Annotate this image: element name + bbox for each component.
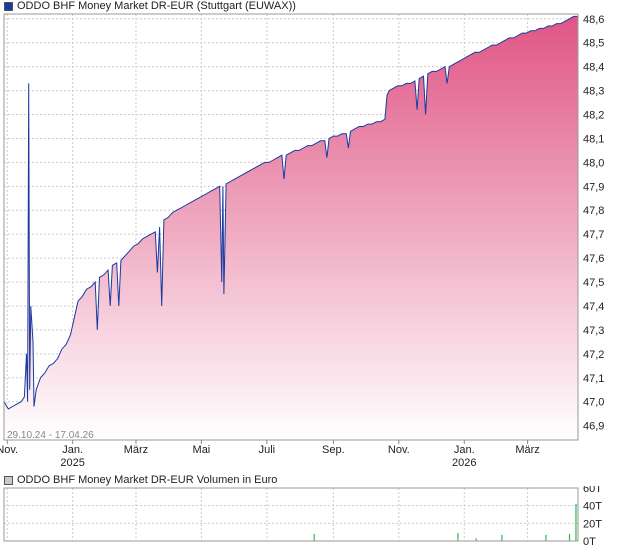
volume-y-tick-label: 20T [583, 518, 602, 530]
volume-y-tick-label: 60T [583, 486, 602, 495]
price-y-tick-label: 47,2 [583, 349, 604, 361]
price-x-tick-label: März [124, 444, 148, 456]
price-y-tick-label: 47,4 [583, 301, 604, 313]
price-x-tick-year: 2026 [452, 457, 476, 469]
volume-legend-label: ODDO BHF Money Market DR-EUR Volumen in … [17, 474, 278, 486]
price-legend-swatch [4, 1, 13, 11]
volume-bar [457, 533, 459, 541]
price-chart: 48,6 48,5 48,4 48,3 48,2 48,1 48,0 47,9 47,8 47,7… [0, 13, 604, 469]
price-x-tick-label: Jan. [454, 444, 475, 456]
price-x-tick-label: Juli [259, 444, 276, 456]
price-y-tick-label: 48,2 [583, 110, 604, 122]
price-line [3, 15, 578, 410]
volume-bar [545, 534, 547, 541]
price-y-tick-label: 47,7 [583, 229, 604, 241]
price-plot-frame [3, 13, 579, 441]
volume-legend-swatch [4, 475, 13, 485]
volume-bar [501, 534, 503, 541]
volume-bar [568, 533, 571, 541]
price-x-tick-label: Nov. [388, 444, 410, 456]
price-y-tick-label: 47,0 [583, 397, 604, 409]
volume-bar [575, 503, 577, 541]
volume-bar [475, 538, 477, 541]
volume-chart: 60T 40T 20T 0T [3, 486, 602, 546]
price-x-tick-label: Jan. [62, 444, 83, 456]
price-y-tick-label: 46,9 [583, 421, 604, 433]
price-x-tick-label: Mai [193, 444, 211, 456]
price-y-axis: 48,6 48,5 48,4 48,3 48,2 48,1 48,0 47,9 47,8 47,7… [583, 14, 604, 433]
volume-legend: ODDO BHF Money Market DR-EUR Volumen in … [4, 474, 277, 486]
price-y-tick-label: 47,1 [583, 373, 604, 385]
volume-y-tick-label: 40T [583, 501, 602, 513]
price-y-tick-label: 48,1 [583, 133, 604, 145]
price-x-tick-label: Sep. [322, 444, 345, 456]
price-y-tick-label: 47,5 [583, 277, 604, 289]
price-x-tick-label: Nov. [0, 444, 18, 456]
price-y-tick-label: 48,6 [583, 14, 604, 26]
volume-bar [313, 533, 315, 541]
price-legend-label: ODDO BHF Money Market DR-EUR (Stuttgart … [17, 0, 296, 12]
price-y-tick-label: 47,9 [583, 181, 604, 193]
price-x-tick-label: März [515, 444, 539, 456]
date-range-label: 29.10.24 - 17.04.26 [7, 430, 94, 441]
price-y-tick-label: 48,4 [583, 62, 604, 74]
price-y-tick-label: 47,8 [583, 205, 604, 217]
price-area [4, 16, 578, 441]
price-y-tick-label: 48,3 [583, 86, 604, 98]
price-y-tick-label: 48,5 [583, 38, 604, 50]
volume-grid [4, 487, 578, 542]
volume-y-axis: 60T 40T 20T 0T [583, 486, 602, 546]
price-y-tick-label: 48,0 [583, 157, 604, 169]
volume-y-tick-label: 0T [583, 536, 596, 546]
price-x-tick-year: 2025 [60, 457, 84, 469]
volume-plot-frame [3, 487, 579, 542]
price-y-tick-label: 47,6 [583, 253, 604, 265]
price-y-tick-label: 47,3 [583, 325, 604, 337]
volume-bars [313, 503, 577, 541]
price-legend: ODDO BHF Money Market DR-EUR (Stuttgart … [4, 0, 296, 12]
